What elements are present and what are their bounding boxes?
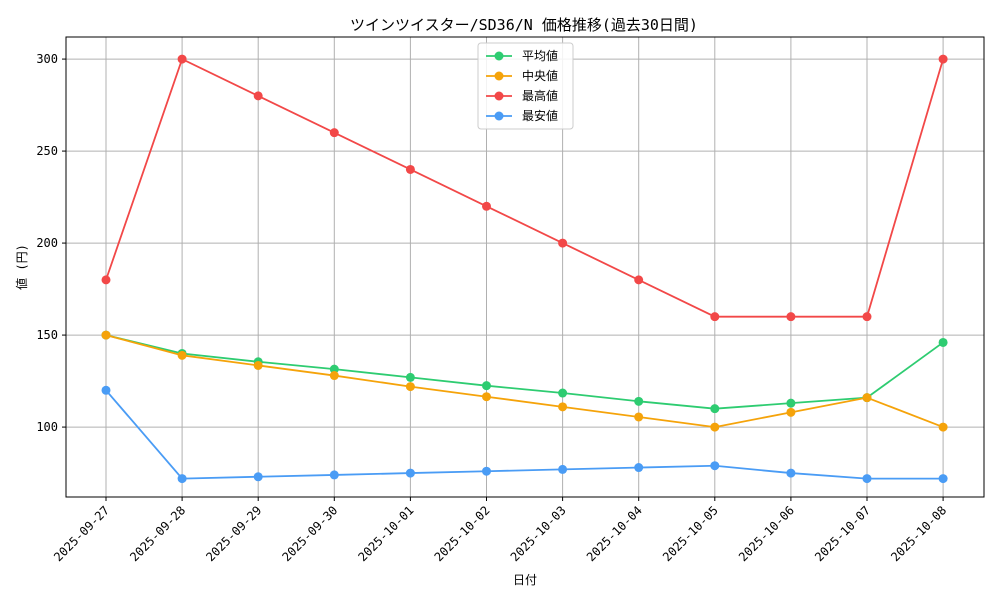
- data-point: [710, 461, 720, 471]
- data-point: [862, 474, 872, 484]
- data-point: [329, 371, 339, 381]
- series-2: [101, 54, 948, 322]
- data-point: [482, 466, 491, 476]
- data-point: [558, 464, 568, 474]
- legend-label: 最安値: [522, 108, 558, 123]
- data-point: [253, 360, 263, 370]
- legend-label: 平均値: [522, 48, 558, 63]
- legend-marker: [494, 111, 504, 121]
- legend-marker: [494, 71, 504, 81]
- data-point: [862, 393, 872, 403]
- series-3: [101, 385, 948, 484]
- series-0: [101, 330, 948, 414]
- data-point: [405, 164, 415, 174]
- data-point: [710, 312, 720, 322]
- data-point: [405, 468, 415, 478]
- y-axis-label: 値 (円): [14, 244, 29, 290]
- data-point: [558, 388, 568, 398]
- legend-label: 中央値: [522, 68, 558, 83]
- data-point: [329, 364, 339, 374]
- data-point: [482, 201, 491, 211]
- data-point: [786, 407, 796, 417]
- y-tick-label: 250: [36, 144, 58, 158]
- y-tick-label: 200: [36, 236, 58, 250]
- plot-frame: [65, 36, 985, 498]
- legend-box: [477, 42, 574, 130]
- x-tick-label: 2025-09-30: [279, 503, 340, 564]
- x-tick-label: 2025-09-28: [127, 503, 188, 564]
- series-group: [101, 54, 948, 484]
- y-tick-label: 100: [36, 420, 58, 434]
- data-point: [177, 474, 187, 484]
- data-point: [482, 381, 491, 391]
- data-point: [710, 404, 720, 414]
- data-point: [710, 422, 720, 432]
- x-tick-label: 2025-10-03: [508, 503, 569, 564]
- legend-label: 最高値: [522, 88, 558, 103]
- x-tick-label: 2025-10-05: [660, 503, 721, 564]
- series-line: [105, 334, 944, 428]
- data-point: [253, 91, 263, 101]
- data-point: [329, 470, 339, 480]
- data-point: [634, 275, 644, 285]
- data-point: [177, 350, 187, 360]
- data-point: [329, 128, 339, 138]
- x-tick-label: 2025-10-08: [888, 503, 949, 564]
- data-point: [101, 275, 111, 285]
- x-tick-label: 2025-10-07: [812, 503, 873, 564]
- x-tick-label: 2025-10-02: [432, 503, 493, 564]
- data-point: [938, 54, 948, 64]
- y-axis-ticks: 100 150 200 250 300: [36, 52, 66, 434]
- x-tick-label: 2025-09-27: [51, 503, 112, 564]
- legend-marker: [494, 91, 504, 101]
- data-point: [786, 468, 796, 478]
- series-1: [101, 330, 948, 432]
- data-point: [938, 422, 948, 432]
- x-tick-label: 2025-10-06: [736, 503, 797, 564]
- x-axis-label: 日付: [513, 573, 537, 587]
- data-point: [558, 238, 568, 248]
- chart-title: ツインツイスター/SD36/N 価格推移(過去30日間): [350, 16, 698, 34]
- data-point: [177, 54, 187, 64]
- x-tick-label: 2025-10-04: [584, 503, 645, 564]
- data-point: [558, 402, 568, 412]
- x-tick-label: 2025-09-29: [203, 503, 264, 564]
- x-axis-ticks: 2025-09-27 2025-09-28 2025-09-29 2025-09-30…: [51, 497, 949, 564]
- legend-marker: [494, 51, 504, 61]
- data-point: [405, 382, 415, 392]
- data-point: [938, 337, 948, 347]
- y-tick-label: 300: [36, 52, 58, 66]
- series-line: [105, 334, 944, 410]
- data-point: [634, 412, 644, 422]
- data-point: [786, 312, 796, 322]
- data-point: [634, 463, 644, 473]
- series-line: [105, 57, 944, 318]
- y-tick-label: 150: [36, 328, 58, 342]
- data-point: [482, 392, 491, 402]
- data-point: [938, 474, 948, 484]
- data-point: [405, 372, 415, 382]
- data-point: [101, 385, 111, 395]
- data-point: [634, 396, 644, 406]
- data-point: [253, 472, 263, 482]
- data-point: [786, 398, 796, 408]
- series-line: [105, 389, 944, 480]
- x-tick-label: 2025-10-01: [356, 503, 417, 564]
- data-point: [862, 312, 872, 322]
- data-point: [101, 330, 111, 340]
